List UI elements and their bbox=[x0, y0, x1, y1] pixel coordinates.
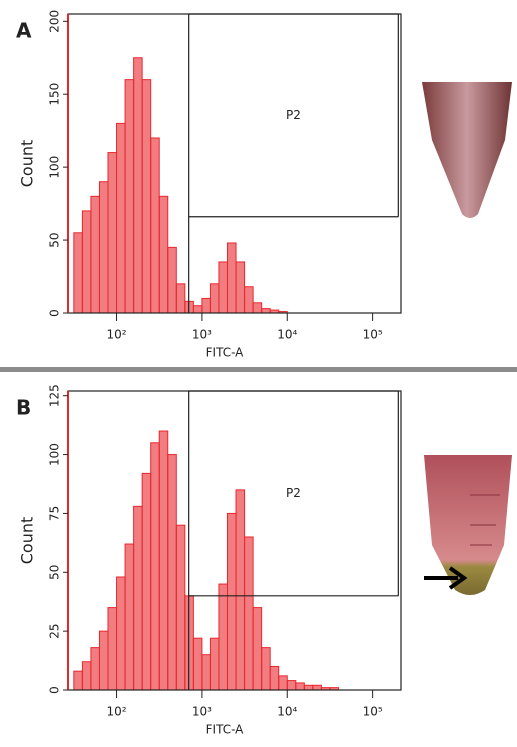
bar bbox=[252, 302, 263, 314]
bar bbox=[133, 57, 143, 314]
x-axis-label: FITC-A bbox=[206, 723, 245, 737]
bar bbox=[261, 647, 271, 691]
y-tick-label: 0 bbox=[48, 686, 62, 694]
bar bbox=[90, 195, 100, 314]
bar bbox=[261, 308, 271, 314]
x-tick-label: 10⁴ bbox=[277, 705, 297, 719]
bar bbox=[81, 210, 92, 314]
y-tick-label: 25 bbox=[48, 624, 62, 639]
panel-label: B bbox=[16, 396, 31, 420]
y-tick-label: 100 bbox=[48, 156, 62, 179]
y-tick-label: 100 bbox=[48, 443, 62, 466]
bar bbox=[235, 489, 246, 691]
bar bbox=[303, 684, 314, 691]
bar bbox=[81, 661, 92, 691]
gate-label: P2 bbox=[286, 108, 301, 122]
bar bbox=[98, 630, 109, 691]
y-tick-label: 150 bbox=[48, 83, 62, 106]
y-tick-label: 75 bbox=[48, 506, 62, 521]
bar bbox=[227, 242, 237, 314]
bar bbox=[244, 536, 254, 691]
tube-photo bbox=[422, 82, 512, 218]
arrow bbox=[424, 566, 468, 590]
bar bbox=[116, 122, 126, 314]
x-tick-label: 10⁵ bbox=[363, 328, 383, 342]
bar bbox=[158, 195, 169, 314]
bar bbox=[218, 583, 229, 691]
gate-label: P2 bbox=[286, 486, 301, 500]
bar bbox=[252, 607, 263, 691]
x-tick-label: 10³ bbox=[192, 328, 212, 342]
bar bbox=[269, 665, 280, 691]
bar bbox=[244, 286, 254, 314]
bar bbox=[116, 576, 126, 691]
bar bbox=[133, 505, 143, 691]
y-tick-label: 200 bbox=[48, 10, 62, 33]
bar bbox=[227, 512, 237, 691]
x-tick-label: 10⁵ bbox=[363, 705, 383, 719]
bar bbox=[107, 607, 118, 691]
y-axis-label: Count bbox=[18, 517, 37, 565]
bar bbox=[141, 472, 152, 691]
bar bbox=[209, 637, 220, 691]
bar bbox=[192, 637, 203, 691]
bar bbox=[201, 654, 211, 691]
bar bbox=[175, 283, 186, 314]
bar bbox=[175, 524, 186, 691]
bar bbox=[167, 454, 177, 691]
bar bbox=[73, 670, 83, 691]
bar bbox=[141, 79, 152, 314]
y-tick-label: 50 bbox=[48, 232, 62, 247]
y-tick-label: 125 bbox=[48, 384, 62, 407]
bar bbox=[286, 680, 297, 691]
x-tick-label: 10² bbox=[106, 328, 126, 342]
bar bbox=[98, 181, 109, 314]
bar bbox=[150, 137, 160, 314]
y-tick-label: 50 bbox=[48, 565, 62, 580]
bar bbox=[218, 261, 229, 314]
y-axis-label: Count bbox=[18, 140, 37, 188]
x-tick-label: 10² bbox=[106, 705, 126, 719]
x-axis-label: FITC-A bbox=[206, 346, 245, 360]
tube-photo bbox=[424, 455, 512, 595]
x-tick-label: 10³ bbox=[192, 705, 212, 719]
bar bbox=[107, 152, 118, 314]
bar bbox=[167, 246, 177, 314]
bar bbox=[124, 543, 135, 691]
bar bbox=[90, 647, 100, 691]
separator bbox=[0, 367, 517, 372]
bar bbox=[278, 675, 288, 691]
bar bbox=[158, 430, 169, 691]
bar bbox=[235, 261, 246, 314]
y-tick-label: 0 bbox=[48, 309, 62, 317]
bar bbox=[192, 305, 203, 314]
bar bbox=[201, 297, 211, 314]
bar bbox=[295, 682, 305, 691]
panel-label: A bbox=[16, 19, 32, 43]
tube-graduations bbox=[470, 494, 500, 546]
bar bbox=[150, 442, 160, 691]
bar bbox=[312, 684, 322, 691]
x-tick-label: 10⁴ bbox=[277, 328, 297, 342]
bar bbox=[73, 232, 83, 314]
bar bbox=[209, 283, 220, 314]
bar bbox=[124, 79, 135, 314]
